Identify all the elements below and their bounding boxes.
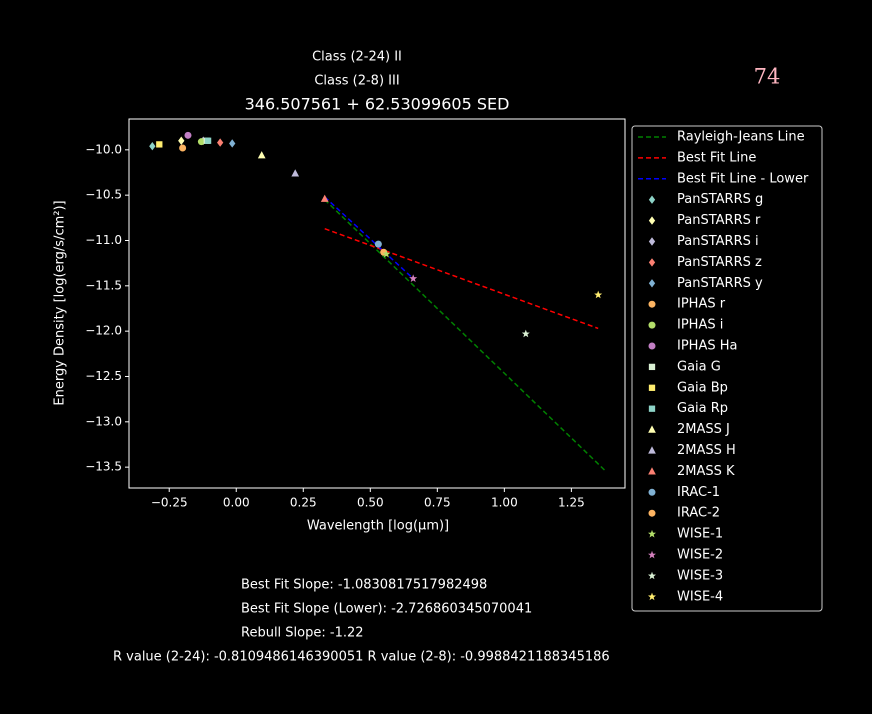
legend-label: Gaia Rp <box>677 401 728 416</box>
legend-label: Rayleigh-Jeans Line <box>677 130 805 145</box>
legend-swatch <box>648 592 656 601</box>
data-point <box>217 138 224 147</box>
legend-label: Best Fit Line <box>677 150 756 165</box>
legend-label: IRAC-2 <box>677 506 720 521</box>
subtitle: Class (2-24) II <box>312 50 402 65</box>
legend-label: WISE-1 <box>677 527 723 542</box>
legend-swatch <box>648 279 656 288</box>
note: R value (2-24): -0.8109486146390051 R va… <box>113 650 610 665</box>
legend-label: IPHAS i <box>677 318 723 333</box>
y-tick-label: −12.0 <box>85 324 122 338</box>
legend-swatch <box>648 488 656 496</box>
subtitle: Class (2-8) III <box>314 74 399 89</box>
legend-swatch <box>648 237 656 246</box>
legend-label: WISE-3 <box>677 568 723 583</box>
x-axis-label: Wavelength [log(μm)] <box>307 519 449 534</box>
data-point <box>257 151 266 159</box>
data-point <box>382 249 391 258</box>
note: Best Fit Slope: -1.0830817517982498 <box>241 578 487 593</box>
y-tick-label: −11.0 <box>85 233 122 247</box>
legend-swatch <box>648 342 656 350</box>
data-point <box>197 138 205 146</box>
legend-swatch <box>648 300 656 308</box>
y-tick-label: −11.5 <box>85 278 122 292</box>
data-point <box>409 274 418 282</box>
legend-label: Gaia Bp <box>677 380 728 395</box>
legend-label: IRAC-1 <box>677 485 720 500</box>
data-point <box>178 136 185 145</box>
legend-swatch <box>648 258 656 267</box>
y-tick-label: −12.5 <box>85 369 122 383</box>
fit-line <box>324 227 599 330</box>
legend-label: Gaia G <box>677 359 721 374</box>
data-point <box>291 169 300 177</box>
x-tick-label: 1.25 <box>558 496 585 510</box>
legend-label: PanSTARRS y <box>677 276 763 291</box>
data-point <box>521 329 530 338</box>
data-point <box>229 139 236 148</box>
legend-label: PanSTARRS g <box>677 192 763 207</box>
data-point <box>156 141 163 148</box>
data-point <box>179 144 187 152</box>
chart-title: 346.507561 + 62.53099605 SED <box>245 95 510 114</box>
plot-frame <box>128 118 626 489</box>
legend-label: IPHAS r <box>677 297 726 312</box>
legend-label: PanSTARRS r <box>677 213 761 228</box>
legend-box <box>631 125 823 612</box>
y-axis-label: Energy Density [log(erg/s/cm²)] <box>53 200 68 405</box>
legend-swatch <box>648 425 656 433</box>
note: Best Fit Slope (Lower): -2.7268603450700… <box>241 602 532 617</box>
y-tick-label: −13.5 <box>85 460 122 474</box>
x-tick-label: 0.50 <box>357 496 384 510</box>
note: Rebull Slope: -1.22 <box>241 626 364 641</box>
legend-swatch <box>648 405 656 412</box>
legend-swatch <box>648 467 656 475</box>
y-tick-label: −13.0 <box>85 414 122 428</box>
legend-swatch <box>648 550 656 559</box>
legend-label: 2MASS H <box>677 443 736 458</box>
legend-swatch <box>648 216 656 225</box>
legend-swatch <box>648 529 656 538</box>
legend-swatch <box>648 363 656 371</box>
x-tick-label: 1.00 <box>491 496 518 510</box>
data-point <box>374 240 382 248</box>
legend-label: PanSTARRS i <box>677 234 759 249</box>
legend-label: 2MASS K <box>677 464 735 479</box>
legend-label: WISE-2 <box>677 548 723 563</box>
data-point <box>149 141 156 151</box>
legend-label: WISE-4 <box>677 589 723 604</box>
legend-label: IPHAS Ha <box>677 339 737 354</box>
legend-swatch <box>648 571 656 580</box>
corner-label: 74 <box>754 65 781 89</box>
legend-label: 2MASS J <box>677 422 730 437</box>
data-point <box>184 131 192 139</box>
legend-label: PanSTARRS z <box>677 255 762 270</box>
legend-label: Best Fit Line - Lower <box>677 171 809 186</box>
y-tick-label: −10.5 <box>85 188 122 202</box>
legend-swatch <box>648 321 656 329</box>
x-tick-label: 0.75 <box>424 496 451 510</box>
legend-swatch <box>648 384 656 391</box>
data-point <box>594 290 603 299</box>
legend-swatch <box>648 446 656 454</box>
x-tick-label: −0.25 <box>151 496 188 510</box>
y-tick-label: −10.0 <box>85 142 122 156</box>
data-point <box>204 137 212 144</box>
x-tick-label: 0.00 <box>223 496 250 510</box>
data-point <box>320 194 329 202</box>
fit-line <box>324 196 414 280</box>
x-tick-label: 0.25 <box>290 496 317 510</box>
legend-swatch <box>648 195 656 204</box>
legend-swatch <box>648 509 656 517</box>
